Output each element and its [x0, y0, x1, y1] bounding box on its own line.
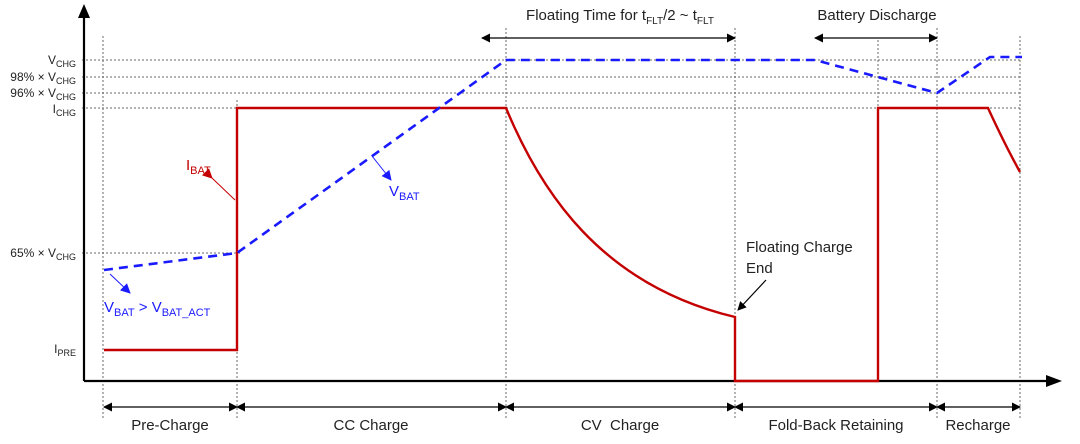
vbat-label: VBAT: [389, 183, 420, 203]
phase-pre-charge: Pre-Charge: [131, 417, 209, 434]
floating-charge-end-label-1: Floating Charge: [746, 239, 853, 256]
phase-fold-back-retaining: Fold-Back Retaining: [768, 417, 903, 434]
ibat-current-curve: [104, 106, 1022, 383]
label-v-chg: VCHG: [48, 53, 76, 69]
phase-recharge: Recharge: [945, 417, 1010, 434]
phase-labels: Pre-Charge CC Charge CV Charge Fold-Back…: [131, 417, 1010, 434]
horizontal-guides: [82, 59, 1022, 254]
ibat-pointer-arrow: [202, 168, 236, 201]
floating-time-label: Floating Time for tFLT/2 ~ tFLT: [526, 7, 714, 27]
label-i-pre: IPRE: [54, 342, 76, 358]
ibat-label: IBAT: [186, 157, 211, 177]
floating-charge-end-label-2: End: [746, 260, 773, 277]
phase-cc-charge: CC Charge: [333, 417, 408, 434]
y-level-labels: VCHG 98% × VCHG 96% × VCHG ICHG 65% × VC…: [10, 53, 76, 358]
label-v96: 96% × VCHG: [10, 86, 76, 102]
axes: [78, 4, 1062, 387]
vbat-act-label: VBAT > VBAT_ACT: [104, 299, 211, 319]
vbat-voltage-curve: [103, 55, 1022, 272]
vbat-pointer-arrow: [371, 155, 392, 181]
top-annotations: Floating Time for tFLT/2 ~ tFLT Battery …: [481, 7, 938, 43]
vbat-act-pointer-arrow: [109, 273, 131, 294]
battery-discharge-label: Battery Discharge: [817, 7, 936, 24]
label-v98: 98% × VCHG: [10, 70, 76, 86]
phase-cv-charge: CV Charge: [581, 417, 659, 434]
y-axis-arrowhead: [78, 4, 90, 18]
x-axis-arrowhead: [1046, 375, 1062, 387]
vertical-guides: [102, 28, 1021, 420]
curve-annotations: IBAT VBAT VBAT > VBAT_ACT Floating Charg…: [104, 155, 853, 319]
floating-charge-end-arrow: [737, 279, 767, 311]
label-v65: 65% × VCHG: [10, 246, 76, 262]
label-i-chg: ICHG: [53, 102, 76, 118]
